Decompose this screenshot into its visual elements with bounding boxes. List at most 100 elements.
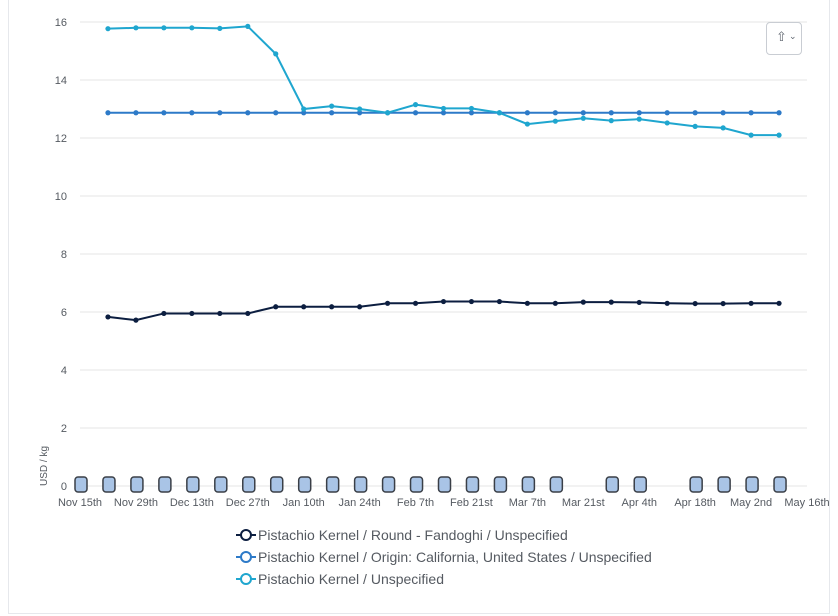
data-point[interactable] xyxy=(776,132,782,138)
data-point[interactable] xyxy=(273,51,279,57)
data-point[interactable] xyxy=(636,299,642,306)
navigator-handle[interactable] xyxy=(493,476,508,493)
data-point[interactable] xyxy=(664,300,670,306)
navigator-handle[interactable] xyxy=(633,476,647,493)
navigator-handle[interactable] xyxy=(381,476,396,493)
data-point[interactable] xyxy=(636,110,642,116)
data-point[interactable] xyxy=(133,25,139,31)
data-point[interactable] xyxy=(524,110,530,116)
data-point[interactable] xyxy=(580,299,586,305)
data-point[interactable] xyxy=(189,25,195,31)
data-point[interactable] xyxy=(189,310,195,317)
data-point[interactable] xyxy=(776,300,782,306)
navigator-handle[interactable] xyxy=(465,476,480,493)
data-point[interactable] xyxy=(552,300,558,306)
data-point[interactable] xyxy=(664,120,670,126)
navigator-handle[interactable] xyxy=(325,476,340,493)
data-point[interactable] xyxy=(384,110,391,116)
data-point[interactable] xyxy=(440,110,447,116)
data-point[interactable] xyxy=(133,317,139,323)
navigator-handle[interactable] xyxy=(214,476,228,493)
data-point[interactable] xyxy=(468,110,475,116)
data-point[interactable] xyxy=(301,110,307,116)
data-point[interactable] xyxy=(608,110,614,116)
data-point[interactable] xyxy=(440,105,447,112)
data-point[interactable] xyxy=(524,121,530,127)
data-point[interactable] xyxy=(245,23,251,29)
navigator-handle[interactable] xyxy=(745,476,759,493)
data-point[interactable] xyxy=(301,106,307,112)
legend-item-unspecified[interactable]: Pistachio Kernel / Unspecified xyxy=(236,568,652,590)
data-point[interactable] xyxy=(776,110,782,116)
data-point[interactable] xyxy=(636,116,642,122)
navigator-handle[interactable] xyxy=(130,476,144,493)
legend-item-fandoghi[interactable]: Pistachio Kernel / Round - Fandoghi / Un… xyxy=(236,524,652,546)
data-point[interactable] xyxy=(748,110,754,116)
data-point[interactable] xyxy=(217,110,223,116)
data-point[interactable] xyxy=(580,110,586,116)
data-point[interactable] xyxy=(748,300,754,306)
data-point[interactable] xyxy=(496,110,503,116)
data-point[interactable] xyxy=(301,304,307,310)
navigator-handle[interactable] xyxy=(689,476,703,493)
navigator-handle[interactable] xyxy=(102,476,116,493)
data-point[interactable] xyxy=(692,123,698,129)
data-point[interactable] xyxy=(468,105,475,112)
data-point[interactable] xyxy=(357,106,363,112)
data-point[interactable] xyxy=(161,25,167,31)
data-point[interactable] xyxy=(105,314,111,320)
navigator-handle[interactable] xyxy=(297,476,312,493)
navigator-handle[interactable] xyxy=(186,476,200,493)
data-point[interactable] xyxy=(329,110,335,116)
legend-item-california[interactable]: Pistachio Kernel / Origin: California, U… xyxy=(236,546,652,568)
navigator-handle[interactable] xyxy=(437,476,452,493)
data-point[interactable] xyxy=(552,110,558,116)
navigator-handle[interactable] xyxy=(409,476,424,493)
data-point[interactable] xyxy=(496,298,503,305)
data-point[interactable] xyxy=(105,110,111,116)
navigator-handle[interactable] xyxy=(773,476,787,493)
navigator-handle[interactable] xyxy=(521,476,536,493)
export-button[interactable]: ⇧ ⌄ xyxy=(766,22,802,55)
navigator-handle[interactable] xyxy=(158,476,172,493)
data-point[interactable] xyxy=(580,115,586,121)
data-point[interactable] xyxy=(720,110,726,116)
data-point[interactable] xyxy=(412,110,419,116)
data-point[interactable] xyxy=(384,300,391,306)
timeline-navigator[interactable] xyxy=(74,476,787,493)
data-point[interactable] xyxy=(133,110,139,116)
data-point[interactable] xyxy=(273,110,279,116)
data-point[interactable] xyxy=(440,298,447,305)
navigator-handle[interactable] xyxy=(353,476,368,493)
data-point[interactable] xyxy=(468,298,475,305)
data-point[interactable] xyxy=(217,25,223,31)
data-point[interactable] xyxy=(664,110,670,116)
navigator-handle[interactable] xyxy=(269,476,284,493)
data-point[interactable] xyxy=(161,310,167,317)
data-point[interactable] xyxy=(273,304,279,310)
navigator-handle[interactable] xyxy=(605,476,620,493)
data-point[interactable] xyxy=(189,110,195,116)
data-point[interactable] xyxy=(357,304,363,310)
data-point[interactable] xyxy=(720,300,726,307)
data-point[interactable] xyxy=(608,299,614,305)
data-point[interactable] xyxy=(524,300,530,306)
data-point[interactable] xyxy=(692,110,698,116)
navigator-handle[interactable] xyxy=(242,476,256,493)
data-point[interactable] xyxy=(245,310,251,317)
data-point[interactable] xyxy=(329,103,335,109)
data-point[interactable] xyxy=(720,125,726,131)
data-point[interactable] xyxy=(608,118,614,124)
data-point[interactable] xyxy=(245,110,251,116)
data-point[interactable] xyxy=(161,110,167,116)
data-point[interactable] xyxy=(329,304,335,310)
navigator-handle[interactable] xyxy=(549,476,564,493)
data-point[interactable] xyxy=(748,132,754,138)
data-point[interactable] xyxy=(217,310,223,317)
data-point[interactable] xyxy=(552,118,558,124)
navigator-handle[interactable] xyxy=(74,476,88,493)
data-point[interactable] xyxy=(692,300,698,307)
data-point[interactable] xyxy=(105,26,111,32)
data-point[interactable] xyxy=(412,300,419,306)
data-point[interactable] xyxy=(412,102,419,108)
